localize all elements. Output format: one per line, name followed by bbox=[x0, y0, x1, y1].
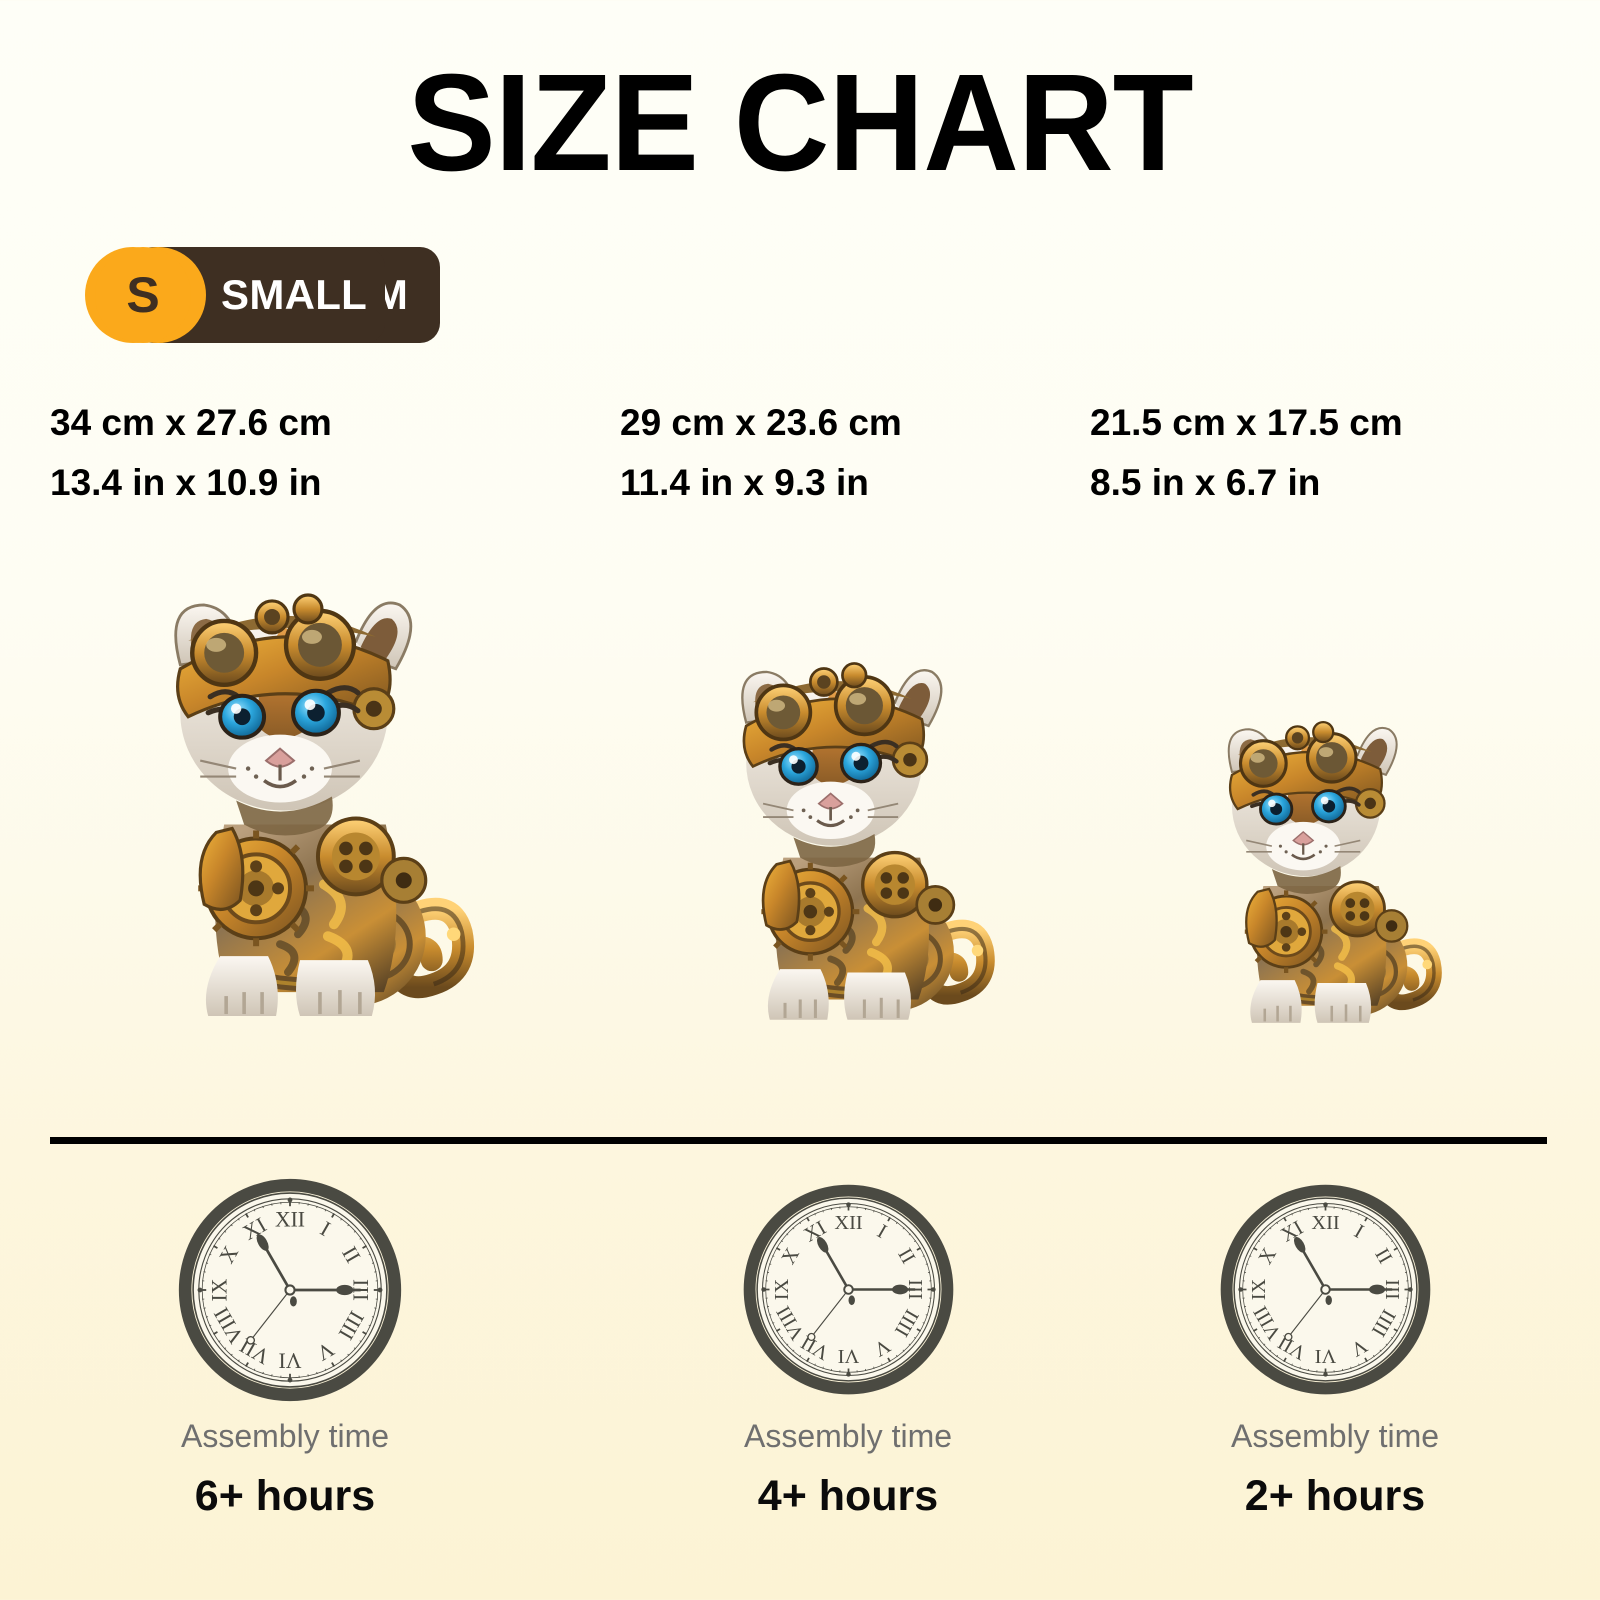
tiger-figurine-graphic bbox=[741, 662, 995, 1020]
clock-numeral: VI bbox=[279, 1349, 302, 1373]
assembly-clock-medium: XII I II III IIII V VI VII VIII IX X XI bbox=[741, 1182, 956, 1397]
assembly-clock-larger: XII I II III IIII V VI VII VIII IX X XI bbox=[176, 1176, 404, 1404]
dimensions-in-small: 8.5 in x 6.7 in bbox=[1090, 462, 1321, 503]
dimensions-cm-medium: 29 cm x 23.6 cm bbox=[620, 402, 902, 443]
assembly-time-value-larger: 6+ hours bbox=[194, 1472, 376, 1520]
clock-numeral: III bbox=[904, 1279, 926, 1300]
assembly-time-label-small: Assembly time bbox=[1230, 1418, 1440, 1454]
minute-hand bbox=[256, 1234, 292, 1291]
dimensions-cm-larger: 34 cm x 27.6 cm bbox=[50, 402, 332, 443]
assembly-time-label-larger: Assembly time bbox=[180, 1418, 390, 1454]
second-hand bbox=[246, 1286, 294, 1345]
dimensions-in-larger: 13.4 in x 10.9 in bbox=[50, 462, 322, 503]
hour-hand bbox=[848, 1284, 916, 1295]
product-figurine-medium bbox=[675, 655, 1020, 1040]
clock-numeral: III bbox=[1381, 1279, 1403, 1300]
size-badge-label: SMALL bbox=[221, 271, 368, 318]
product-figurine-larger bbox=[100, 585, 500, 1040]
page-title: SIZE CHART bbox=[407, 46, 1193, 200]
clock-numeral: IX bbox=[771, 1278, 793, 1300]
hour-hand bbox=[290, 1284, 361, 1296]
clock-numeral: XII bbox=[1311, 1212, 1340, 1234]
second-hand bbox=[1284, 1285, 1329, 1342]
assembly-time-label-medium: Assembly time bbox=[743, 1418, 953, 1454]
size-badge-small: SMALL S bbox=[95, 247, 385, 347]
minute-hand bbox=[1294, 1236, 1327, 1291]
clock-numeral: XII bbox=[834, 1212, 863, 1234]
dimensions-cm-small: 21.5 cm x 17.5 cm bbox=[1090, 402, 1403, 443]
section-divider bbox=[50, 1137, 1547, 1144]
size-badge-letter-circle: S bbox=[95, 247, 191, 343]
assembly-time-value-medium: 4+ hours bbox=[757, 1472, 939, 1520]
tiger-figurine-graphic bbox=[1227, 720, 1442, 1023]
clock-numeral: XII bbox=[275, 1207, 305, 1231]
clock-numeral: VI bbox=[1315, 1345, 1337, 1367]
clock-numeral: VI bbox=[838, 1345, 860, 1367]
clock-numeral: IX bbox=[1248, 1278, 1270, 1300]
assembly-time-value-small: 2+ hours bbox=[1244, 1472, 1426, 1520]
assembly-clock-small: XII I II III IIII V VI VII VIII IX X XI bbox=[1218, 1182, 1433, 1397]
hour-hand bbox=[1325, 1284, 1393, 1295]
clock-numeral: IX bbox=[207, 1278, 231, 1301]
second-hand bbox=[807, 1285, 852, 1342]
minute-hand bbox=[817, 1236, 850, 1291]
dimensions-in-medium: 11.4 in x 9.3 in bbox=[620, 462, 869, 503]
tiger-figurine-graphic bbox=[174, 593, 474, 1017]
product-figurine-small bbox=[1165, 715, 1470, 1040]
